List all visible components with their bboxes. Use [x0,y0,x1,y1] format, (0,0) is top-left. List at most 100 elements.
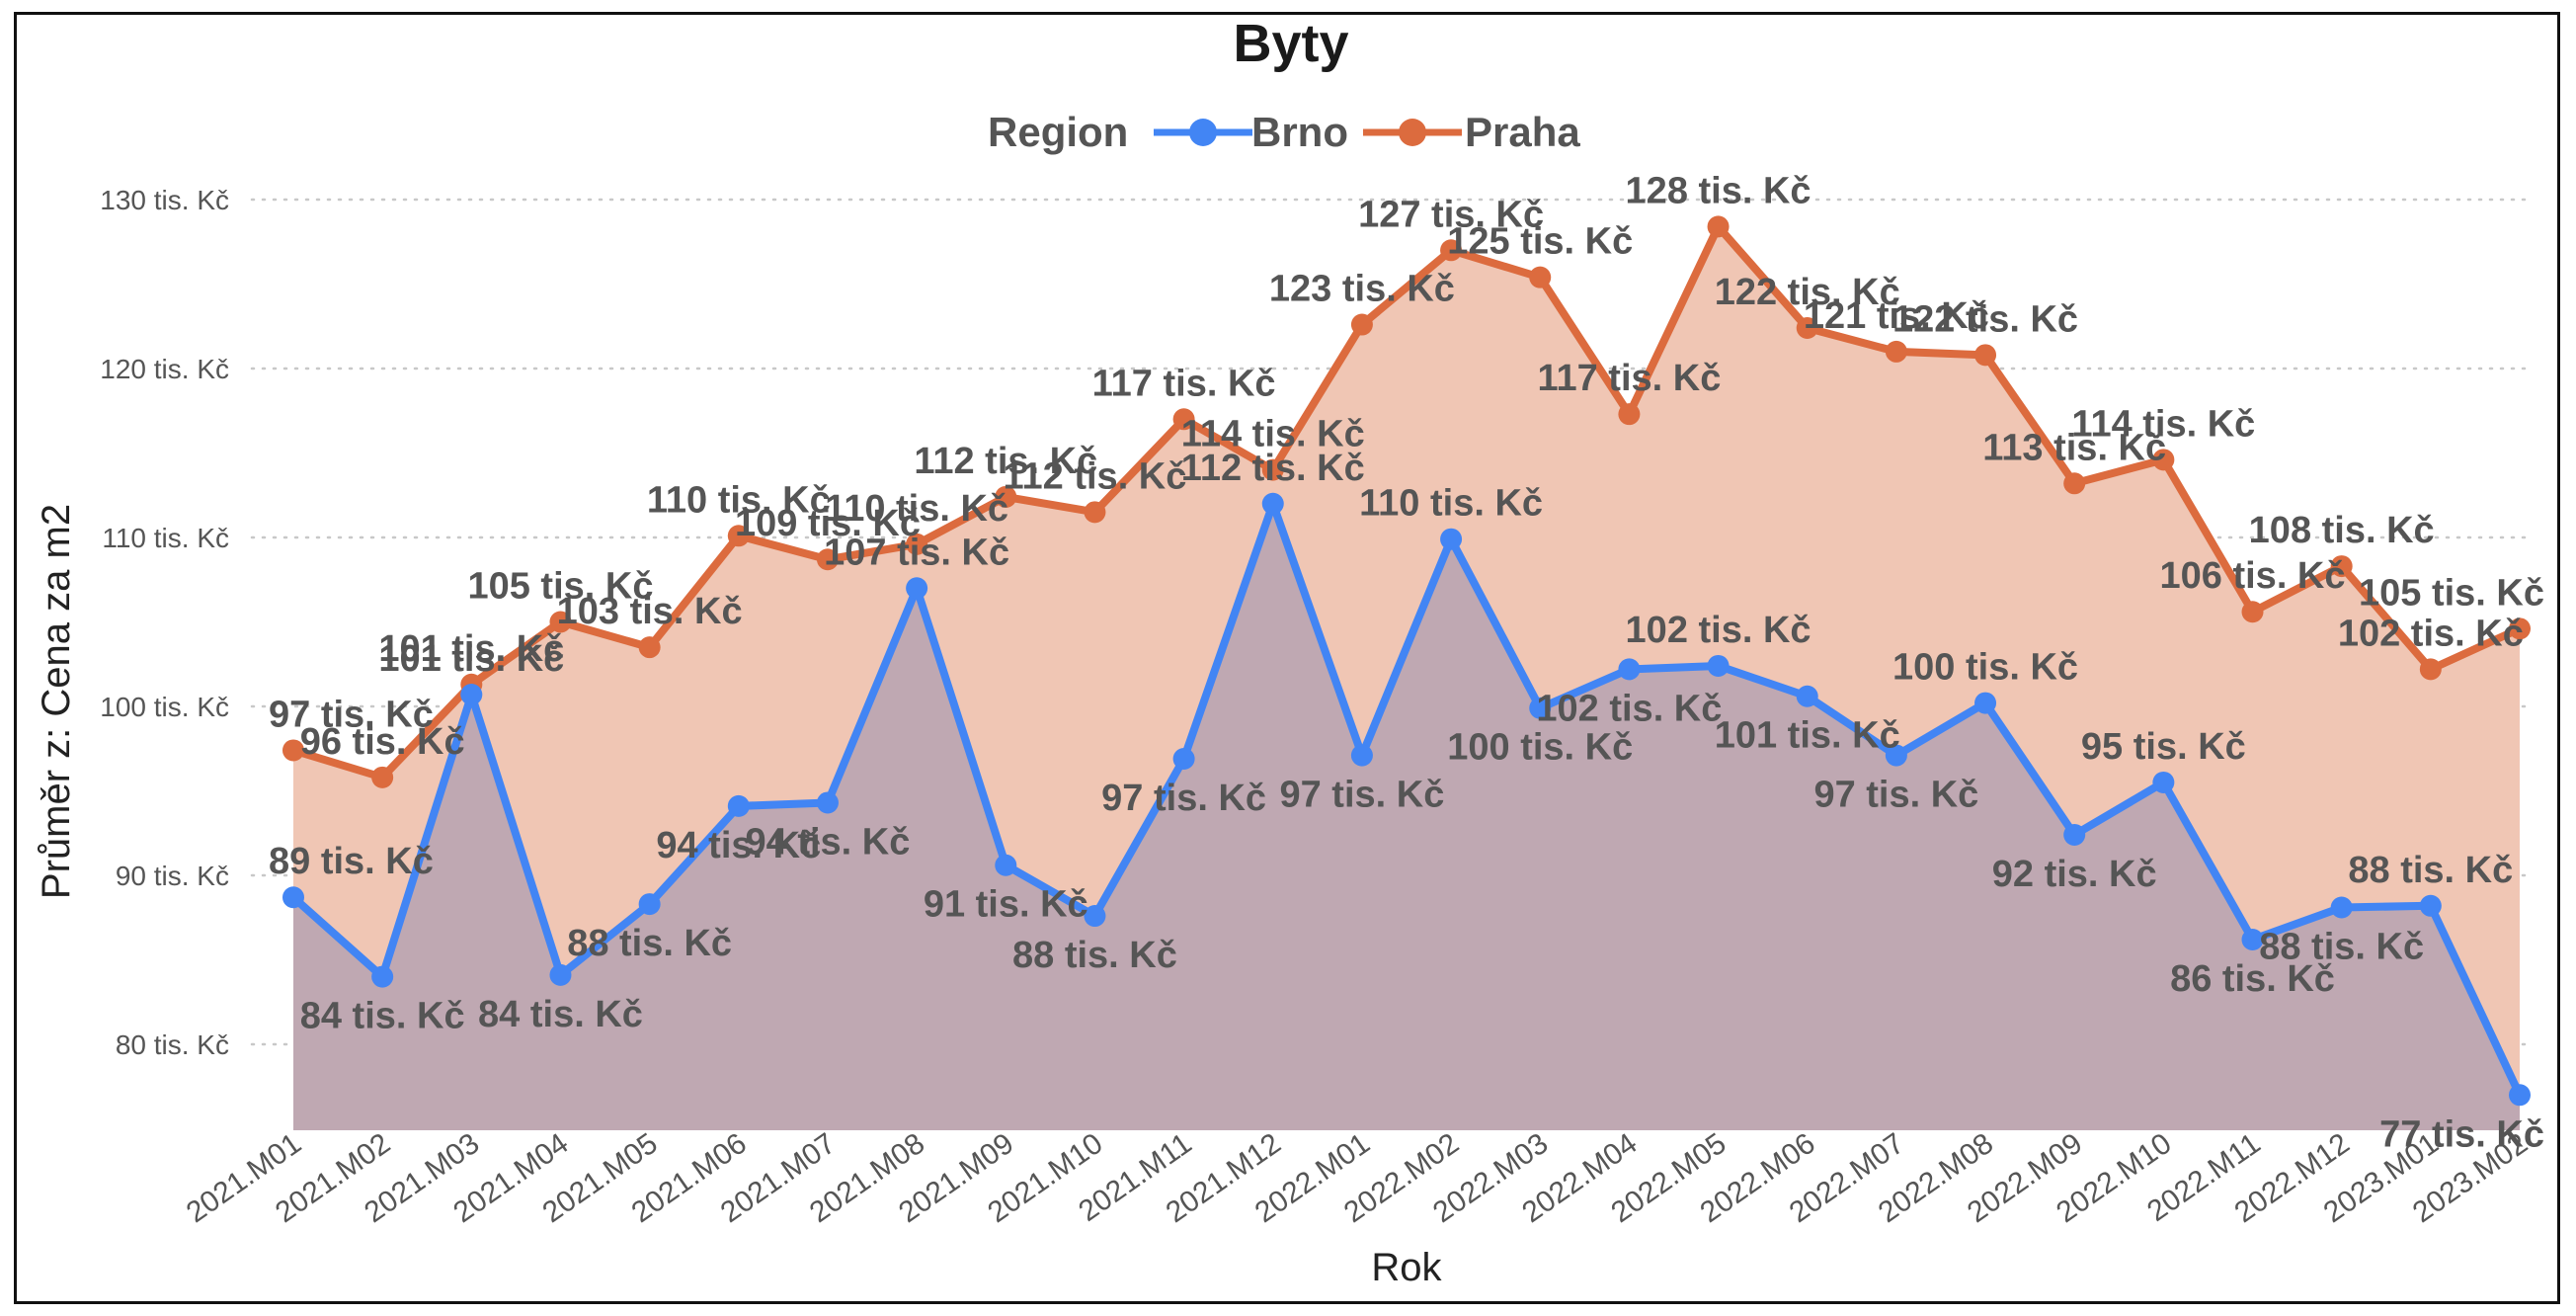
data-label-praha: 97 tis. Kč [269,694,434,735]
point-praha [1885,340,1907,363]
data-label-brno: 100 tis. Kč [1892,647,2078,689]
data-label-brno: 102 tis. Kč [1626,610,1811,651]
y-axis-label: Průměr z: Cena za m2 [35,504,78,899]
data-label-praha: 105 tis. Kč [467,566,653,608]
area-brno [293,503,2520,1130]
data-label-brno: 84 tis. Kč [300,996,465,1037]
point-brno [2152,771,2175,793]
point-praha [2152,449,2175,471]
data-label-praha: 96 tis. Kč [300,721,465,763]
data-label-praha: 113 tis. Kč [1982,427,2166,468]
legend: Region Brno Praha [988,109,1580,155]
data-label-brno: 92 tis. Kč [1992,854,2157,895]
data-label-praha: 109 tis. Kč [735,503,921,544]
point-praha [1529,266,1552,288]
point-brno [1084,905,1106,928]
point-praha [1261,458,1284,481]
data-label-brno: 102 tis. Kč [1536,688,1722,729]
point-brno [638,893,661,916]
y-tick-label: 100 tis. Kč [100,692,229,722]
data-label-brno: 97 tis. Kč [1813,775,1978,816]
data-label-praha: 108 tis. Kč [2249,510,2435,551]
data-label-praha: 127 tis. Kč [1358,194,1544,235]
legend-title: Region [988,109,1128,155]
data-label-praha: 105 tis. Kč [2359,572,2544,614]
point-brno [1529,697,1552,719]
series-points [282,215,2531,1107]
data-label-praha: 121 tis. Kč [1804,295,1989,337]
point-praha [1440,239,1463,262]
point-praha [2063,472,2086,495]
series-lines [289,222,2524,1100]
data-label-praha: 103 tis. Kč [557,591,743,632]
point-brno [1618,658,1641,681]
chart-title: Byty [1233,14,1348,73]
data-label-brno: 110 tis. Kč [1359,483,1543,525]
y-tick-label: 80 tis. Kč [116,1029,229,1060]
point-praha [906,533,928,555]
legend-label-praha: Praha [1465,109,1580,155]
point-praha [1618,403,1641,426]
data-label-praha: 102 tis. Kč [2338,613,2524,654]
y-axis-ticks: 80 tis. Kč 90 tis. Kč 100 tis. Kč 110 tis. … [100,185,229,1060]
point-brno [282,886,304,909]
x-axis-ticks: 2021.M012021.M022021.M032021.M042021.M05… [181,1127,2534,1230]
data-label-praha: 128 tis. Kč [1626,170,1811,211]
point-praha [727,525,750,547]
legend-marker-dot [1189,119,1217,146]
data-label-praha: 117 tis. Kč [1537,358,1721,399]
data-label-praha: 110 tis. Kč [647,479,831,521]
data-label-praha: 122 tis. Kč [1715,272,1900,313]
y-tick-label: 130 tis. Kč [100,185,229,215]
point-brno [2509,1084,2531,1107]
legend-marker-dot [1399,119,1426,146]
point-brno [371,965,394,988]
x-axis-label: Rok [1371,1246,1442,1289]
data-label-praha: 125 tis. Kč [1447,221,1633,263]
point-brno [1350,744,1373,767]
data-label-brno: 101 tis. Kč [378,638,564,680]
data-label-brno: 88 tis. Kč [2259,926,2424,967]
data-label-brno: 88 tis. Kč [1012,935,1177,976]
point-praha [995,485,1017,508]
data-label-praha: 112 tis. Kč [914,441,1097,482]
point-brno [1172,748,1195,771]
data-label-praha: 110 tis. Kč [825,488,1008,530]
line-brno [289,499,2524,1100]
point-praha [2241,601,2264,623]
data-label-brno: 97 tis. Kč [1279,775,1444,816]
point-brno [1440,528,1463,550]
data-label-praha: 106 tis. Kč [2160,555,2346,597]
point-brno [727,794,750,817]
point-praha [816,548,839,571]
point-praha [1707,215,1730,238]
point-brno [906,577,928,600]
point-brno [1707,654,1730,677]
legend-item-praha[interactable]: Praha [1363,109,1580,155]
point-praha [1172,408,1195,431]
point-praha [371,766,394,788]
point-brno [816,791,839,814]
data-label-praha: 114 tis. Kč [2071,403,2255,445]
point-brno [995,854,1017,876]
point-praha [2419,658,2442,681]
point-praha [1974,344,1997,367]
point-brno [1796,685,1818,707]
legend-item-brno[interactable]: Brno [1154,109,1348,155]
data-label-brno: 112 tis. Kč [1181,448,1365,489]
point-praha [282,739,304,762]
point-praha [2330,555,2353,578]
line-praha [289,222,2524,781]
data-label-brno: 77 tis. Kč [2379,1113,2544,1155]
point-praha [638,636,661,659]
point-praha [1084,501,1106,524]
data-label-brno: 95 tis. Kč [2081,726,2246,768]
data-label-praha: 123 tis. Kč [1269,269,1455,310]
data-label-praha: 101 tis. Kč [378,628,564,670]
y-tick-label: 110 tis. Kč [102,523,229,553]
point-praha [549,611,572,633]
data-label-brno: 100 tis. Kč [1447,727,1633,769]
point-brno [1261,492,1284,515]
point-brno [549,963,572,986]
